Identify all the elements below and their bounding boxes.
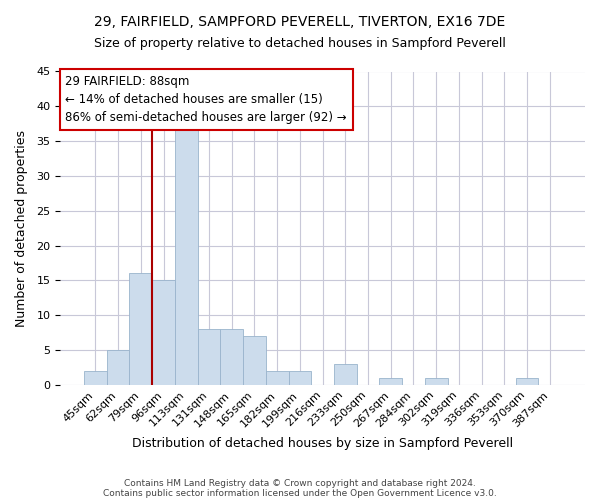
- Bar: [266, 371, 289, 385]
- Text: 29 FAIRFIELD: 88sqm
← 14% of detached houses are smaller (15)
86% of semi-detach: 29 FAIRFIELD: 88sqm ← 14% of detached ho…: [65, 74, 347, 124]
- Text: Size of property relative to detached houses in Sampford Peverell: Size of property relative to detached ho…: [94, 38, 506, 51]
- Text: Contains public sector information licensed under the Open Government Licence v3: Contains public sector information licen…: [103, 488, 497, 498]
- Bar: [516, 378, 538, 385]
- Bar: [175, 127, 197, 385]
- Y-axis label: Number of detached properties: Number of detached properties: [15, 130, 28, 326]
- Bar: [379, 378, 402, 385]
- Bar: [425, 378, 448, 385]
- Text: 29, FAIRFIELD, SAMPFORD PEVERELL, TIVERTON, EX16 7DE: 29, FAIRFIELD, SAMPFORD PEVERELL, TIVERT…: [94, 15, 506, 29]
- Bar: [84, 371, 107, 385]
- Bar: [243, 336, 266, 385]
- Bar: [152, 280, 175, 385]
- Bar: [220, 329, 243, 385]
- X-axis label: Distribution of detached houses by size in Sampford Peverell: Distribution of detached houses by size …: [132, 437, 513, 450]
- Bar: [197, 329, 220, 385]
- Bar: [107, 350, 130, 385]
- Bar: [289, 371, 311, 385]
- Text: Contains HM Land Registry data © Crown copyright and database right 2024.: Contains HM Land Registry data © Crown c…: [124, 478, 476, 488]
- Bar: [130, 274, 152, 385]
- Bar: [334, 364, 356, 385]
